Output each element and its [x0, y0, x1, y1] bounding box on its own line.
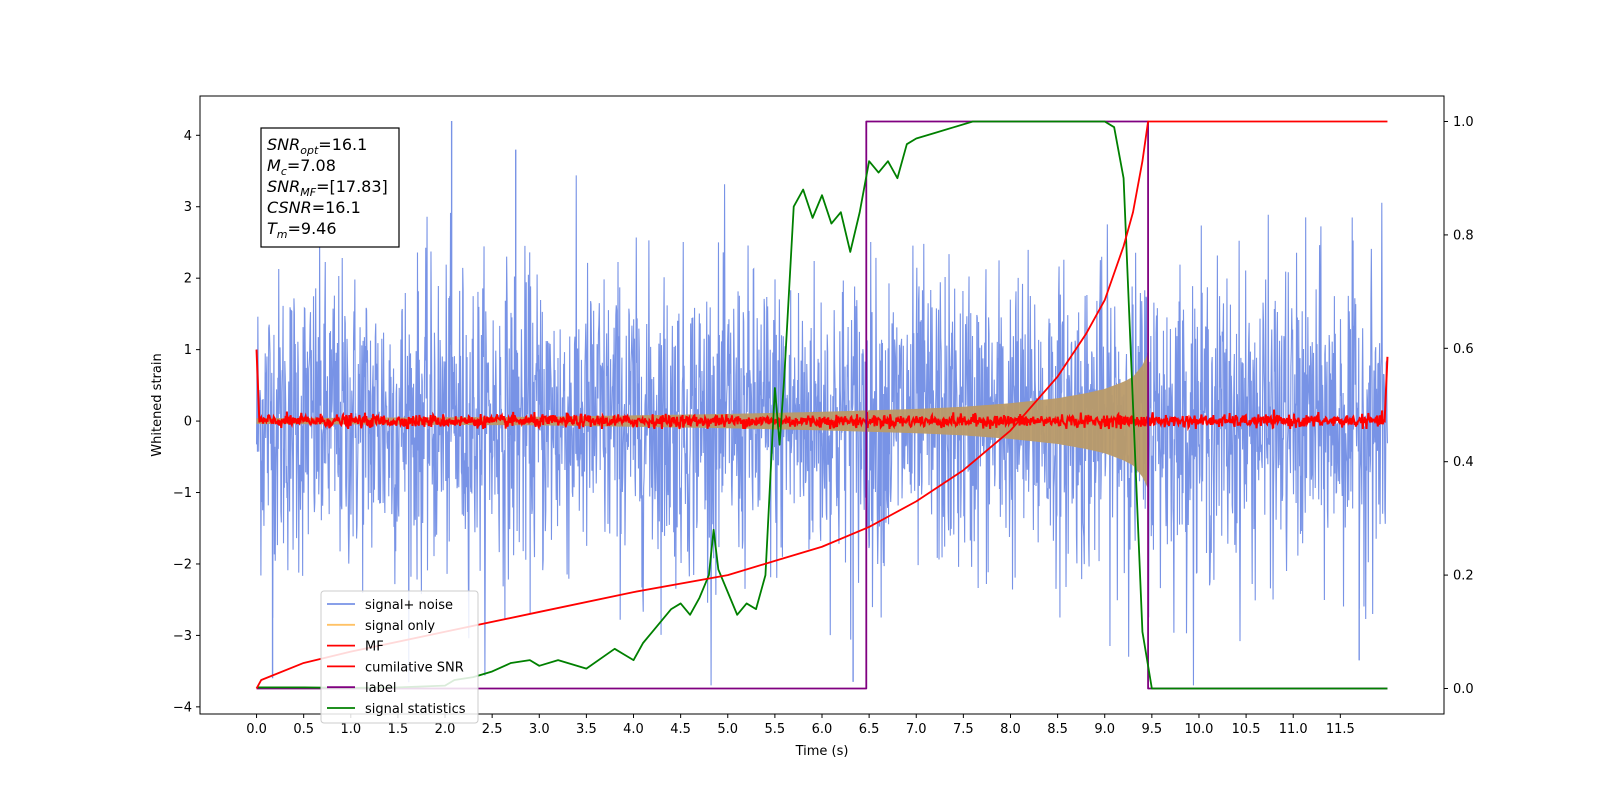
legend-frame [320, 590, 479, 724]
x-tick-label: 5.0 [717, 722, 738, 737]
series-signal-noise [256, 175, 1388, 686]
plot-area [255, 120, 1389, 690]
x-tick-label: 2.5 [482, 722, 503, 737]
series-mf [255, 349, 1389, 432]
x-tick-label: 0.0 [246, 722, 267, 737]
y-axis-label: Whitened strain [150, 353, 165, 456]
y2-tick-label: 0.4 [1453, 455, 1474, 470]
y-tick-label: −4 [173, 700, 192, 715]
y-tick-label: 0 [184, 415, 192, 430]
x-tick-label: 6.0 [812, 722, 833, 737]
y2-tick-label: 0.6 [1453, 342, 1474, 357]
x-tick-label: 6.5 [859, 722, 880, 737]
annotation-frame [260, 127, 400, 248]
annotation-line: CSNR=16.1 [267, 198, 361, 217]
x-tick-label: 5.5 [765, 722, 786, 737]
x-tick-label: 4.5 [670, 722, 691, 737]
x-axis: 0.0 0.5 1.0 1.5 2.0 2.5 3.0 3.5 4.0 4.5 5.0 5.5 6.0 6… [246, 714, 1355, 737]
legend: signal+ noise signal only MF cumilative SNR… [320, 590, 479, 724]
x-tick-label: 7.5 [953, 722, 974, 737]
annotation-box: SNRopt=16.1Mc=7.08SNRMF=[17.83]CSNR=16.1… [260, 127, 400, 248]
legend-item: label [365, 681, 396, 696]
y-tick-label: 3 [184, 200, 192, 215]
x-tick-label: 10.5 [1232, 722, 1261, 737]
y-tick-label: 4 [184, 129, 192, 144]
x-tick-label: 4.0 [623, 722, 644, 737]
y-axis-right: 0.0 0.2 0.4 0.6 0.8 1.0 [1444, 115, 1474, 697]
x-tick-label: 1.5 [388, 722, 409, 737]
x-tick-label: 9.0 [1094, 722, 1115, 737]
x-tick-label: 1.0 [340, 722, 361, 737]
legend-item: signal statistics [365, 702, 466, 717]
series-signal-statistics [256, 120, 1388, 690]
legend-item: signal+ noise [365, 598, 453, 613]
x-tick-label: 11.0 [1279, 722, 1308, 737]
x-tick-label: 8.0 [1000, 722, 1021, 737]
x-tick-label: 0.5 [293, 722, 314, 737]
y-tick-label: −2 [173, 557, 192, 572]
y2-tick-label: 0.0 [1453, 682, 1474, 697]
y-tick-label: 2 [184, 272, 192, 287]
annotation-line: SNRopt=16.1 [267, 135, 367, 157]
legend-item: cumilative SNR [365, 660, 464, 675]
x-tick-label: 11.5 [1326, 722, 1355, 737]
y2-tick-label: 0.2 [1453, 569, 1474, 584]
annotation-line: Tm=9.46 [267, 219, 337, 241]
y-tick-label: −1 [173, 486, 192, 501]
x-tick-label: 10.0 [1184, 722, 1213, 737]
annotation-line: Mc=7.08 [267, 156, 336, 178]
x-tick-label: 3.0 [529, 722, 550, 737]
y2-tick-label: 0.8 [1453, 228, 1474, 243]
x-tick-label: 2.0 [435, 722, 456, 737]
x-tick-label: 8.5 [1047, 722, 1068, 737]
y-axis-left: −4 −3 −2 −1 0 1 2 3 4 [173, 129, 200, 715]
annotation-line: SNRMF=[17.83] [267, 177, 388, 199]
legend-item: signal only [365, 619, 435, 634]
x-tick-label: 7.0 [906, 722, 927, 737]
y2-tick-label: 1.0 [1453, 115, 1474, 130]
legend-item: MF [365, 640, 384, 655]
x-tick-label: 9.5 [1142, 722, 1163, 737]
y-tick-label: −3 [173, 629, 192, 644]
y-tick-label: 1 [184, 343, 192, 358]
x-axis-label: Time (s) [795, 744, 849, 759]
x-tick-label: 3.5 [576, 722, 597, 737]
